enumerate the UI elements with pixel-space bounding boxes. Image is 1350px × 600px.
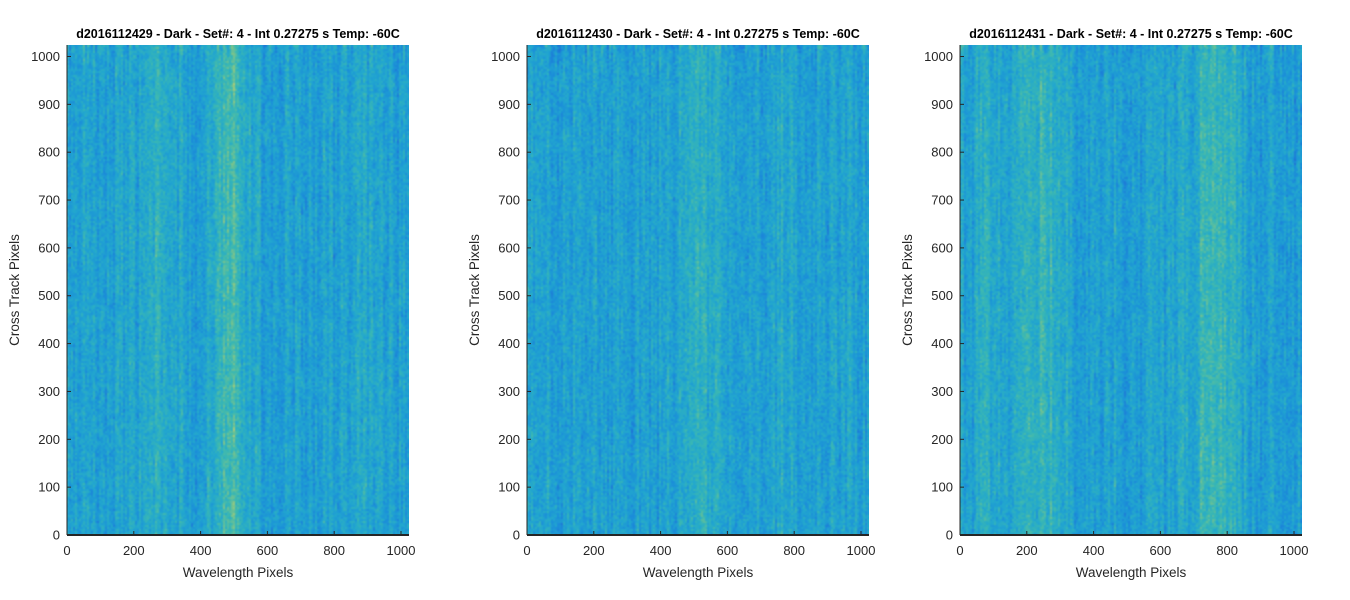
y-tick-label: 0 bbox=[53, 528, 60, 543]
chart-title: d2016112430 - Dark - Set#: 4 - Int 0.272… bbox=[536, 27, 860, 41]
y-tick-label: 700 bbox=[931, 193, 953, 208]
x-tick-label: 0 bbox=[523, 543, 530, 558]
y-tick-label: 400 bbox=[38, 336, 60, 351]
x-tick-label: 1000 bbox=[847, 543, 876, 558]
y-tick-label: 600 bbox=[38, 240, 60, 255]
x-tick-label: 600 bbox=[1150, 543, 1172, 558]
heatmap-image bbox=[527, 45, 869, 535]
y-tick-label: 800 bbox=[931, 145, 953, 160]
x-tick-label: 400 bbox=[190, 543, 212, 558]
chart-title: d2016112431 - Dark - Set#: 4 - Int 0.272… bbox=[969, 27, 1293, 41]
x-tick-label: 200 bbox=[583, 543, 605, 558]
y-tick-label: 300 bbox=[931, 384, 953, 399]
y-tick-label: 900 bbox=[498, 97, 520, 112]
x-tick-label: 200 bbox=[123, 543, 145, 558]
y-tick-label: 300 bbox=[498, 384, 520, 399]
y-tick-label: 600 bbox=[931, 240, 953, 255]
y-axis-label: Cross Track Pixels bbox=[7, 234, 22, 346]
y-tick-label: 500 bbox=[931, 288, 953, 303]
y-tick-label: 700 bbox=[38, 193, 60, 208]
chart-panel-3: 0 200 400 600 800 1000 0 100 200 300 400 500 600 700 8… bbox=[900, 27, 1308, 580]
x-tick-label: 600 bbox=[717, 543, 739, 558]
y-tick-label: 700 bbox=[498, 193, 520, 208]
y-tick-label: 300 bbox=[38, 384, 60, 399]
y-tick-label: 200 bbox=[38, 432, 60, 447]
y-tick-label: 100 bbox=[38, 480, 60, 495]
x-axis-label: Wavelength Pixels bbox=[183, 565, 294, 580]
chart-panel-1: 0 200 400 600 800 1000 0 100 200 300 400 500 600 700 8… bbox=[7, 27, 415, 580]
heatmap-image bbox=[960, 45, 1302, 535]
x-tick-label: 0 bbox=[63, 543, 70, 558]
x-tick-label: 1000 bbox=[387, 543, 416, 558]
y-tick-label: 400 bbox=[931, 336, 953, 351]
chart-panel-2: 0 200 400 600 800 1000 0 100 200 300 400 500 600 700 8… bbox=[467, 27, 875, 580]
y-axis-label: Cross Track Pixels bbox=[467, 234, 482, 346]
heatmap-image bbox=[67, 45, 409, 535]
y-tick-label: 1000 bbox=[924, 49, 953, 64]
y-tick-label: 1000 bbox=[491, 49, 520, 64]
x-tick-label: 800 bbox=[1216, 543, 1238, 558]
y-tick-label: 800 bbox=[498, 145, 520, 160]
x-tick-label: 400 bbox=[1083, 543, 1105, 558]
y-tick-label: 500 bbox=[498, 288, 520, 303]
chart-title: d2016112429 - Dark - Set#: 4 - Int 0.272… bbox=[76, 27, 400, 41]
y-tick-label: 1000 bbox=[31, 49, 60, 64]
x-tick-label: 0 bbox=[956, 543, 963, 558]
y-tick-label: 0 bbox=[946, 528, 953, 543]
x-tick-label: 600 bbox=[257, 543, 279, 558]
x-axis-label: Wavelength Pixels bbox=[643, 565, 754, 580]
x-tick-label: 200 bbox=[1016, 543, 1038, 558]
y-tick-label: 900 bbox=[931, 97, 953, 112]
x-tick-label: 400 bbox=[650, 543, 672, 558]
y-tick-label: 900 bbox=[38, 97, 60, 112]
y-tick-label: 800 bbox=[38, 145, 60, 160]
y-tick-label: 200 bbox=[498, 432, 520, 447]
x-axis-label: Wavelength Pixels bbox=[1076, 565, 1187, 580]
y-axis-label: Cross Track Pixels bbox=[900, 234, 915, 346]
x-tick-label: 1000 bbox=[1280, 543, 1309, 558]
x-tick-label: 800 bbox=[323, 543, 345, 558]
y-tick-label: 0 bbox=[513, 528, 520, 543]
y-tick-label: 500 bbox=[38, 288, 60, 303]
y-tick-label: 100 bbox=[498, 480, 520, 495]
y-tick-label: 600 bbox=[498, 240, 520, 255]
y-tick-label: 200 bbox=[931, 432, 953, 447]
x-tick-label: 800 bbox=[783, 543, 805, 558]
y-tick-label: 100 bbox=[931, 480, 953, 495]
y-tick-label: 400 bbox=[498, 336, 520, 351]
